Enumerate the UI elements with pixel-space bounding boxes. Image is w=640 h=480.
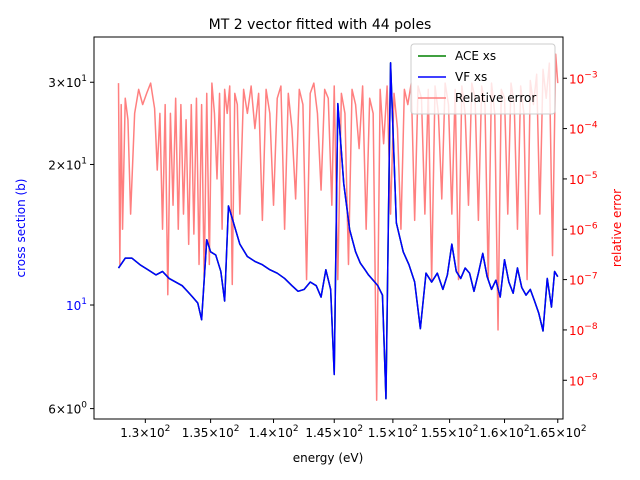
right-tick-label: 10−8 [569,322,598,338]
right-tick-label: 10−9 [569,372,598,388]
legend-label-ace: ACE xs [455,49,496,63]
x-tick-label: 1.5×102 [368,424,418,440]
x-tick-label: 1.45×102 [305,424,363,440]
x-axis-ticks: 1.3×102 1.35×102 1.4×102 1.45×102 1.5×102 1.5… [120,419,587,440]
left-tick-label: 3×101 [48,74,87,90]
right-axis-label: relative error [610,189,624,267]
x-tick-label: 1.4×102 [248,424,298,440]
right-tick-label: 10−6 [569,221,598,237]
right-tick-label: 10−7 [569,272,598,288]
x-tick-label: 1.35×102 [182,424,240,440]
x-axis-label: energy (eV) [293,451,364,465]
right-axis-ticks: 10−9 10−8 10−7 10−6 10−5 10−4 10−3 [563,70,598,388]
right-tick-label: 10−3 [569,70,598,86]
legend-box [410,43,556,115]
x-tick-label: 1.55×102 [421,424,479,440]
axes-frame [93,36,564,420]
legend: ACE xs VF xs Relative error [410,43,556,115]
x-tick-label: 1.65×102 [529,424,587,440]
left-axis-label: cross section (b) [14,179,28,278]
vf-xs-line [117,62,559,400]
legend-label-vf: VF xs [455,70,487,84]
x-tick-label: 1.3×102 [120,424,170,440]
left-tick-label: 101 [66,297,87,313]
x-tick-label: 1.6×102 [479,424,529,440]
left-tick-label: 2×101 [48,156,87,172]
legend-label-error: Relative error [455,91,536,105]
right-tick-label: 10−5 [569,171,598,187]
right-tick-label: 10−4 [569,121,598,137]
left-axis-ticks: 6×100 101 2×101 3×101 [48,74,94,417]
left-tick-label: 6×100 [48,401,87,417]
chart-title: MT 2 vector fitted with 44 poles [209,17,432,33]
